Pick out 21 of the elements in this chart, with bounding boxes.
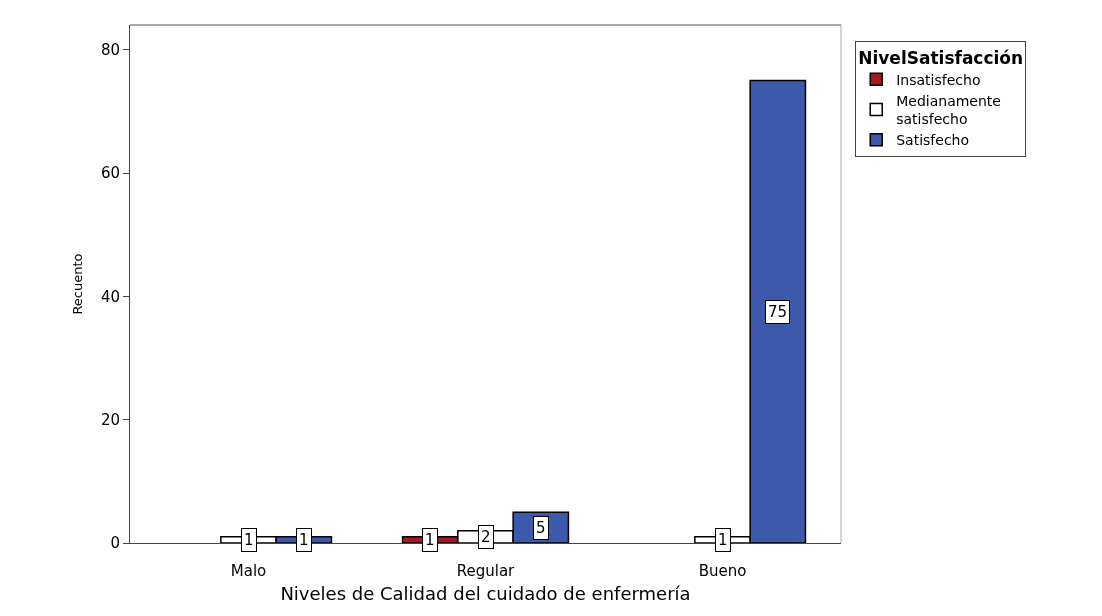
legend-label: Medianamente satisfecho (896, 92, 1001, 128)
data-label: 5 (536, 519, 546, 537)
legend-label: Insatisfecho (896, 71, 981, 88)
data-label: 1 (718, 531, 728, 549)
data-label: 75 (768, 303, 788, 321)
y-tick-label: 80 (100, 40, 120, 59)
data-label: 1 (425, 531, 435, 549)
y-tick-label: 0 (110, 534, 120, 553)
data-label: 1 (299, 531, 309, 549)
x-axis-title: Niveles de Calidad del cuidado de enfermería (280, 583, 691, 605)
y-tick-label: 40 (100, 287, 120, 306)
data-label: 2 (481, 528, 491, 546)
y-tick-label: 60 (100, 164, 120, 183)
x-tick-label: Malo (230, 562, 267, 580)
y-axis-title: Recuento (69, 253, 85, 315)
data-label: 1 (244, 531, 254, 549)
x-tick-label: Bueno (698, 562, 747, 580)
x-tick-label: Regular (456, 562, 516, 580)
y-tick-label: 20 (100, 410, 120, 429)
legend-title: NivelSatisfacción (858, 47, 1024, 68)
legend-label: Satisfecho (896, 132, 970, 149)
